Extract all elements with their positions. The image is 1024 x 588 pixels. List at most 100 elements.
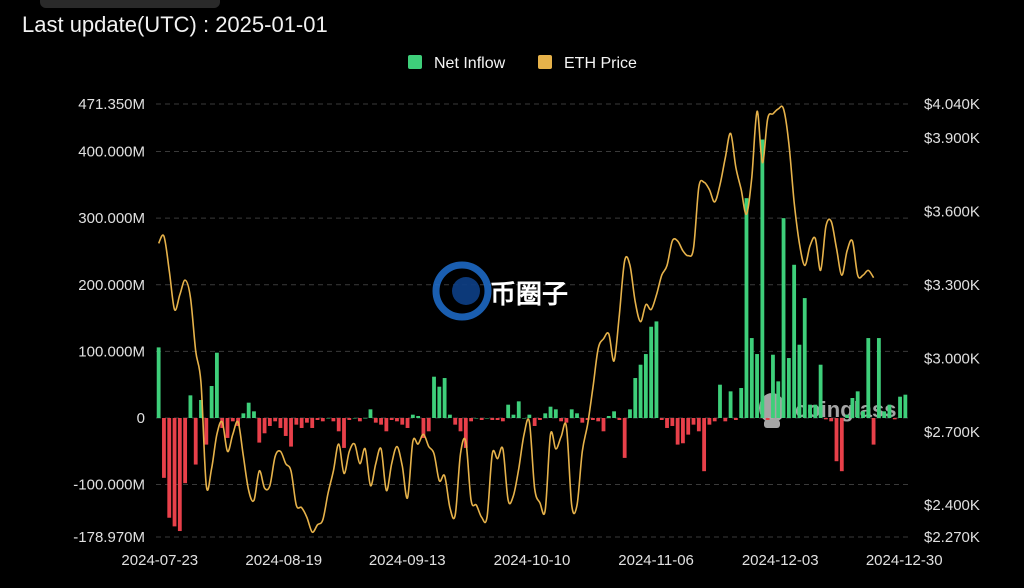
x-axis-ticks: 2024-07-23 2024-08-19 2024-09-13 2024-10-10… (121, 552, 942, 569)
inflow-bar (458, 418, 463, 432)
inflow-bar (384, 418, 389, 432)
inflow-bar (485, 418, 489, 419)
inflow-bar (204, 418, 209, 445)
site-logo-icon (432, 261, 492, 321)
inflow-bar (845, 414, 849, 418)
inflow-bar (765, 418, 770, 420)
inflow-bar (299, 418, 304, 428)
inflow-bar (500, 418, 505, 422)
right-axis-tick-label: $3.600K (924, 204, 980, 221)
left-axis-tick-label: 0 (137, 410, 145, 427)
inflow-bar (177, 418, 182, 532)
top-tab-strip (40, 0, 220, 8)
inflow-bar (252, 411, 256, 418)
left-axis-ticks: 471.350M 400.000M 300.000M 200.000M 100.000M… (73, 96, 145, 546)
inflow-bar (808, 404, 812, 418)
inflow-bar (633, 378, 638, 418)
inflow-bar (209, 386, 214, 418)
inflow-bar (230, 418, 235, 422)
inflow-bar (283, 418, 288, 436)
inflow-bar (267, 418, 272, 426)
inflow-bar (861, 411, 865, 418)
inflow-bar (739, 388, 744, 418)
inflow-bar (437, 386, 442, 418)
inflow-bar (167, 418, 172, 518)
inflow-bar (336, 418, 341, 432)
inflow-bar (405, 418, 410, 428)
inflow-bar (257, 418, 262, 443)
inflow-bar (585, 418, 590, 420)
inflow-bar (522, 418, 526, 419)
inflow-bar (834, 418, 839, 462)
inflow-bar (553, 409, 558, 418)
inflow-bar (543, 413, 548, 418)
left-axis-tick-label: -100.000M (73, 477, 145, 494)
inflow-bar (670, 418, 675, 426)
net-inflow-bars (156, 139, 908, 532)
inflow-bar (686, 418, 691, 435)
last-update-label: Last update(UTC) : 2025-01-01 (22, 12, 328, 37)
inflow-bar (511, 414, 516, 418)
inflow-bar (696, 418, 701, 432)
x-axis-tick-label: 2024-12-03 (742, 552, 819, 569)
inflow-bar (887, 404, 892, 418)
left-axis-tick-label: 300.000M (78, 210, 145, 227)
inflow-bar (564, 418, 569, 423)
inflow-bar (839, 418, 844, 472)
x-axis-tick-label: 2024-08-19 (245, 552, 322, 569)
inflow-bar (172, 418, 177, 527)
left-axis-tick-label: 100.000M (78, 343, 145, 360)
inflow-bar (426, 418, 431, 432)
right-axis-tick-label: $4.040K (924, 96, 980, 113)
inflow-bar (490, 418, 495, 420)
right-axis-tick-label: $3.000K (924, 350, 980, 367)
x-axis-tick-label: 2024-10-10 (494, 552, 571, 569)
inflow-bar (744, 198, 749, 418)
inflow-bar (691, 418, 696, 425)
inflow-bar (569, 409, 574, 418)
inflow-bar (463, 418, 468, 448)
inflow-bar (866, 338, 871, 418)
x-axis-tick-label: 2024-11-06 (618, 552, 694, 569)
inflow-bar (802, 298, 807, 418)
inflow-bar (643, 354, 648, 418)
inflow-bar (892, 418, 897, 420)
inflow-bar (495, 418, 500, 420)
inflow-bar (262, 418, 267, 434)
eth-price-line (157, 105, 875, 534)
inflow-bar (310, 418, 315, 428)
inflow-bar (728, 391, 733, 418)
x-axis-tick-label: 2024-09-13 (369, 552, 446, 569)
inflow-bar (850, 398, 855, 418)
inflow-bar (818, 364, 823, 418)
right-axis-tick-label: $3.900K (924, 130, 980, 147)
inflow-bar (241, 413, 246, 418)
site-logo-text: 币圈子 (490, 280, 568, 310)
legend-item[interactable]: Net Inflow (408, 55, 506, 72)
inflow-bar (665, 418, 669, 428)
x-axis-tick-label: 2024-12-30 (866, 552, 943, 569)
inflow-bar (347, 418, 352, 420)
inflow-bar (162, 418, 166, 478)
inflow-bar (601, 418, 606, 432)
inflow-bar (612, 411, 616, 418)
legend-item[interactable]: ETH Price (538, 55, 637, 72)
left-axis-tick-label: 200.000M (78, 277, 145, 294)
left-axis-tick-label: 400.000M (78, 144, 145, 161)
inflow-bar (638, 364, 643, 418)
inflow-bar (855, 391, 860, 418)
inflow-bar (675, 418, 680, 445)
inflow-bar (469, 418, 473, 422)
inflow-bar (781, 218, 786, 418)
inflow-bar (342, 418, 346, 448)
inflow-bar (712, 418, 717, 422)
inflow-bar (590, 418, 595, 420)
inflow-bar (681, 418, 685, 444)
inflow-bar (776, 381, 781, 418)
inflow-bar (797, 344, 802, 418)
watermarks: 币圈子 coinglass (432, 261, 896, 428)
inflow-bar (294, 418, 299, 425)
inflow-bar (474, 418, 479, 419)
inflow-bar (506, 404, 511, 418)
inflow-bar (225, 418, 230, 438)
